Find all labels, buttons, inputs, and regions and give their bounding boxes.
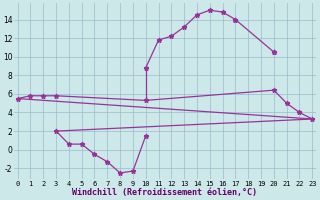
X-axis label: Windchill (Refroidissement éolien,°C): Windchill (Refroidissement éolien,°C) xyxy=(72,188,258,197)
